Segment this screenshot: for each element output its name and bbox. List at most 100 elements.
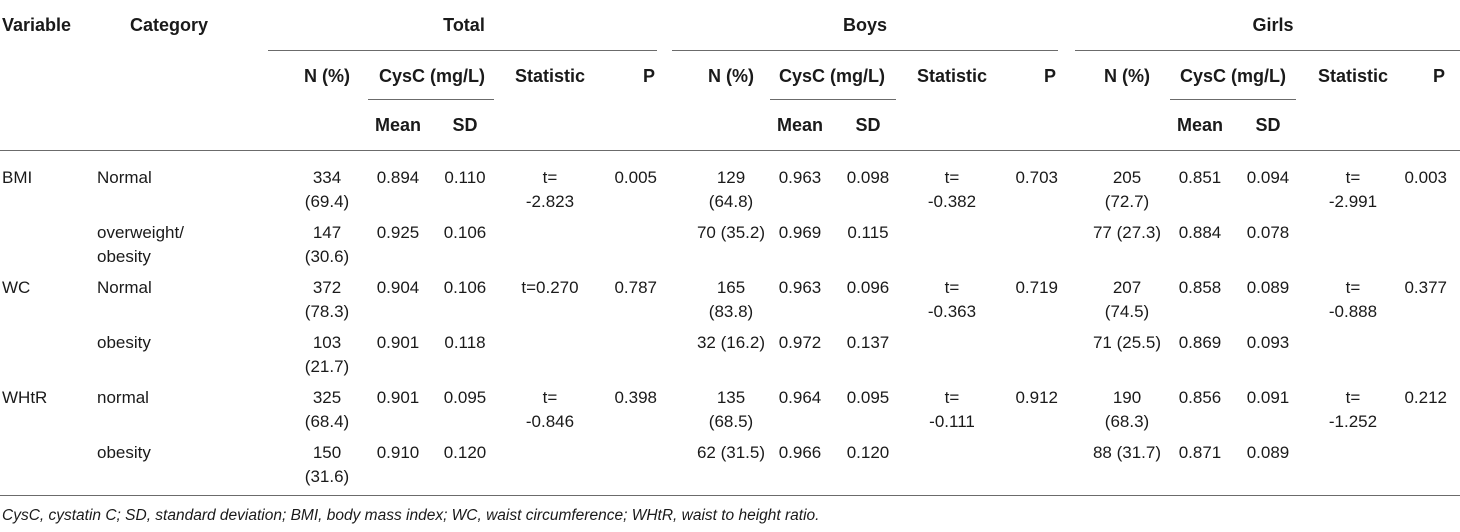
cell-statistic-girls: -2.991 xyxy=(1328,192,1378,211)
cell-n-total: (21.7) xyxy=(304,357,350,376)
cell-sd-girls: 0.093 xyxy=(1246,333,1290,352)
cell-statistic-boys: t= xyxy=(944,278,960,297)
cell-mean-total: 0.901 xyxy=(376,333,420,352)
cell-mean-girls: 0.884 xyxy=(1178,223,1222,242)
cell-p-girls: 0.212 xyxy=(1404,388,1447,407)
cell-sd-total: 0.118 xyxy=(444,333,486,352)
cell-n-total: 147 xyxy=(312,223,342,242)
cell-p-girls: 0.003 xyxy=(1404,168,1447,187)
header-sd-total: SD xyxy=(452,115,478,135)
cell-mean-boys: 0.963 xyxy=(778,278,822,297)
header-bottom-rule xyxy=(0,150,1460,151)
cell-p-boys: 0.703 xyxy=(1015,168,1058,187)
cell-p-total: 0.005 xyxy=(614,168,657,187)
cell-statistic-girls: t= xyxy=(1345,278,1361,297)
cell-n-boys: 70 (35.2) xyxy=(696,223,766,242)
cell-n-boys: 135 xyxy=(716,388,746,407)
cell-n-boys: 165 xyxy=(716,278,746,297)
header-cysc-boys: CysC (mg/L) xyxy=(778,66,885,86)
cell-sd-total: 0.095 xyxy=(443,388,487,407)
cell-n-boys: (83.8) xyxy=(708,302,754,321)
row-category: obesity xyxy=(97,247,151,266)
cell-sd-boys: 0.137 xyxy=(846,333,890,352)
cell-n-boys: (64.8) xyxy=(708,192,754,211)
cell-mean-boys: 0.963 xyxy=(778,168,822,187)
header-statistic-boys: Statistic xyxy=(916,66,988,86)
header-subrule-girls xyxy=(1170,99,1296,100)
row-category: normal xyxy=(97,388,149,407)
header-sd-girls: SD xyxy=(1255,115,1281,135)
cell-n-total: 325 xyxy=(312,388,342,407)
cell-sd-girls: 0.089 xyxy=(1246,278,1290,297)
cell-sd-boys: 0.096 xyxy=(846,278,890,297)
cell-mean-total: 0.894 xyxy=(376,168,420,187)
cell-n-girls: 77 (27.3) xyxy=(1092,223,1162,242)
header-category: Category xyxy=(130,15,209,35)
cell-mean-boys: 0.972 xyxy=(778,333,822,352)
cell-mean-total: 0.910 xyxy=(376,443,420,462)
cell-mean-girls: 0.856 xyxy=(1178,388,1222,407)
cell-statistic-girls: t= xyxy=(1345,168,1361,187)
cell-sd-total: 0.106 xyxy=(443,278,487,297)
row-category: Normal xyxy=(97,278,152,297)
header-subrule-boys xyxy=(770,99,896,100)
row-variable: WHtR xyxy=(2,388,48,407)
cell-statistic-boys: -0.363 xyxy=(927,302,977,321)
header-statistic-girls: Statistic xyxy=(1317,66,1389,86)
cell-mean-boys: 0.966 xyxy=(778,443,822,462)
table-bottom-rule xyxy=(0,495,1460,496)
header-group-total: Total xyxy=(443,15,485,35)
cell-statistic-boys: t= xyxy=(944,168,960,187)
cell-mean-girls: 0.869 xyxy=(1178,333,1222,352)
row-variable: WC xyxy=(2,278,31,297)
header-statistic-total: Statistic xyxy=(514,66,586,86)
header-n-total: N (%) xyxy=(304,66,350,86)
cell-n-girls: (68.3) xyxy=(1104,412,1150,431)
header-n-girls: N (%) xyxy=(1104,66,1150,86)
cell-sd-total: 0.120 xyxy=(443,443,487,462)
header-rule-girls xyxy=(1075,50,1460,51)
cell-p-total: 0.398 xyxy=(614,388,657,407)
cell-statistic-girls: t= xyxy=(1345,388,1361,407)
cell-sd-boys: 0.098 xyxy=(846,168,890,187)
cell-sd-boys: 0.095 xyxy=(846,388,890,407)
header-sd-boys: SD xyxy=(855,115,881,135)
header-subrule-total xyxy=(368,99,494,100)
header-p-boys: P xyxy=(1043,66,1056,86)
cell-mean-girls: 0.871 xyxy=(1178,443,1222,462)
cell-mean-total: 0.904 xyxy=(376,278,420,297)
cell-statistic-total: -0.846 xyxy=(525,412,575,431)
cell-mean-girls: 0.851 xyxy=(1178,168,1222,187)
header-group-girls: Girls xyxy=(1252,15,1294,35)
cell-n-girls: (74.5) xyxy=(1104,302,1150,321)
row-category: obesity xyxy=(97,443,151,462)
cell-n-boys: 129 xyxy=(716,168,746,187)
cell-mean-total: 0.925 xyxy=(376,223,420,242)
cell-p-boys: 0.719 xyxy=(1015,278,1058,297)
cell-sd-total: 0.110 xyxy=(444,168,486,187)
cell-sd-total: 0.106 xyxy=(443,223,487,242)
cell-n-total: 372 xyxy=(312,278,342,297)
header-mean-girls: Mean xyxy=(1176,115,1223,135)
header-variable: Variable xyxy=(2,15,72,35)
row-category: overweight/ xyxy=(97,223,184,242)
cell-mean-total: 0.901 xyxy=(376,388,420,407)
cell-statistic-total: t=0.270 xyxy=(521,278,579,297)
table-footnote: CysC, cystatin C; SD, standard deviation… xyxy=(2,507,820,524)
cell-p-girls: 0.377 xyxy=(1404,278,1447,297)
cell-n-total: (78.3) xyxy=(304,302,350,321)
cell-statistic-total: -2.823 xyxy=(525,192,575,211)
cell-p-boys: 0.912 xyxy=(1015,388,1058,407)
cell-n-total: 150 xyxy=(312,443,342,462)
header-mean-total: Mean xyxy=(374,115,421,135)
header-group-boys: Boys xyxy=(842,15,887,35)
row-category: Normal xyxy=(97,168,152,187)
cell-sd-girls: 0.094 xyxy=(1246,168,1290,187)
cell-mean-girls: 0.858 xyxy=(1178,278,1222,297)
cell-sd-boys: 0.120 xyxy=(846,443,890,462)
cell-n-total: (31.6) xyxy=(304,467,350,486)
cell-n-total: (68.4) xyxy=(304,412,350,431)
cell-mean-boys: 0.964 xyxy=(778,388,822,407)
cell-n-girls: 88 (31.7) xyxy=(1092,443,1162,462)
cell-n-boys: (68.5) xyxy=(708,412,754,431)
